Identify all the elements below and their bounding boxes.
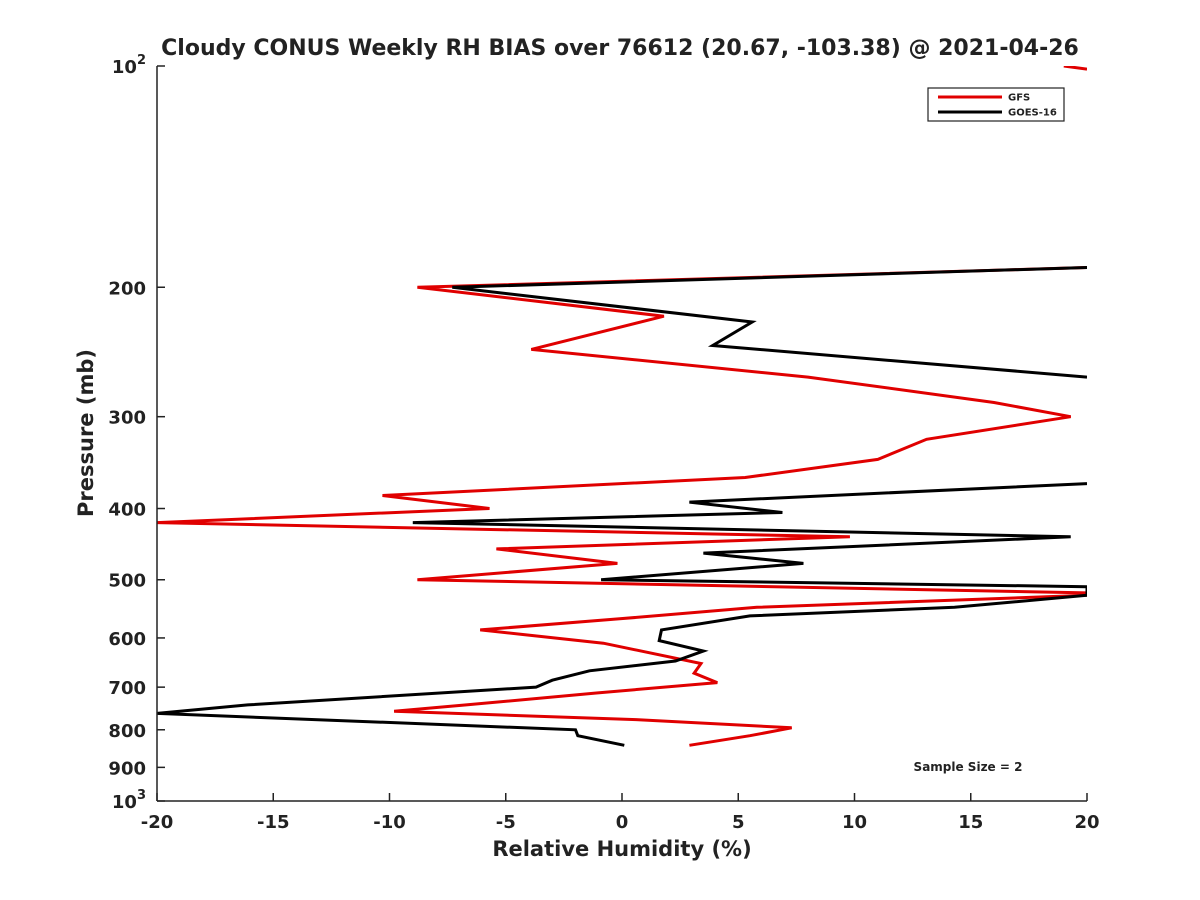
y-axis-label: Pressure (mb) — [74, 349, 98, 517]
y-tick-label: 103 — [112, 788, 146, 813]
legend: GFS GOES-16 — [927, 87, 1065, 122]
y-tick-label: 700 — [108, 678, 146, 699]
series-line-gfs — [157, 266, 1087, 747]
y-tick-label: 600 — [108, 629, 146, 650]
y-tick-label-base: 10 — [112, 57, 137, 78]
series-line-goes-16 — [157, 482, 1087, 747]
series-line-gfs — [1063, 66, 1087, 71]
y-tick-label-exponent: 2 — [137, 53, 146, 68]
x-axis-ticks: -20 -15 -10 -5 0 5 10 15 20 — [141, 793, 1100, 833]
legend-label-gfs: GFS — [1008, 93, 1030, 104]
x-tick-label: -5 — [496, 812, 516, 833]
x-tick-label: 5 — [732, 812, 745, 833]
series-layer — [157, 66, 1087, 747]
y-tick-label: 500 — [108, 571, 146, 592]
series-line-goes-16 — [452, 266, 1087, 379]
x-tick-label: -10 — [373, 812, 406, 833]
x-axis-label: Relative Humidity (%) — [492, 837, 751, 861]
x-tick-label: -20 — [141, 812, 174, 833]
y-tick-label-exponent: 3 — [137, 788, 146, 803]
y-tick-label-base: 10 — [112, 792, 137, 813]
x-tick-label: 15 — [958, 812, 983, 833]
legend-box — [927, 87, 1065, 122]
x-tick-label: 10 — [842, 812, 867, 833]
x-tick-label: 0 — [616, 812, 629, 833]
sample-size-annotation: Sample Size = 2 — [914, 760, 1023, 774]
x-tick-label: 20 — [1074, 812, 1099, 833]
y-tick-label: 800 — [108, 721, 146, 742]
chart-title: Cloudy CONUS Weekly RH BIAS over 76612 (… — [161, 36, 1079, 61]
y-tick-label: 300 — [108, 408, 146, 429]
y-tick-label: 102 — [112, 53, 146, 78]
y-tick-label: 900 — [108, 758, 146, 779]
y-tick-label: 200 — [108, 278, 146, 299]
legend-label-goes-16: GOES-16 — [1008, 108, 1057, 119]
y-tick-label: 400 — [108, 500, 146, 521]
x-tick-label: -15 — [257, 812, 290, 833]
